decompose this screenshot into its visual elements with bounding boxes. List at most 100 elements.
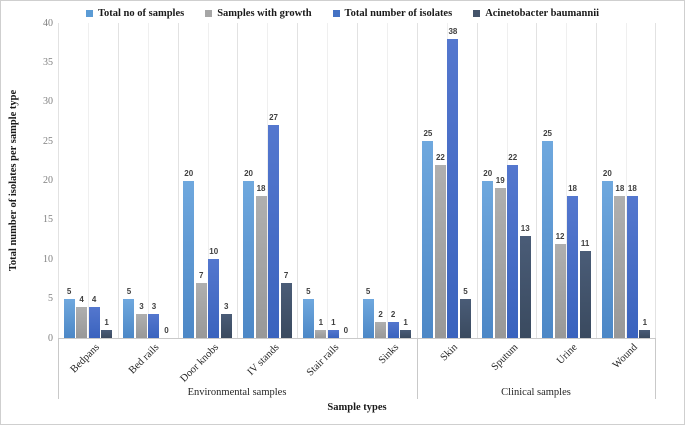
value-label: 18 xyxy=(627,184,637,194)
y-tick-label: 10 xyxy=(43,253,53,265)
gridline xyxy=(147,23,149,338)
category-label: Bedpans xyxy=(68,342,102,376)
gridline xyxy=(297,23,299,338)
category-label: IV stands xyxy=(245,342,282,378)
bar xyxy=(579,251,591,338)
bar xyxy=(76,306,88,338)
bar xyxy=(387,322,399,338)
value-label: 0 xyxy=(164,326,169,335)
bar xyxy=(459,298,471,338)
y-tick-label: 20 xyxy=(43,175,53,186)
value-label: 3 xyxy=(151,302,157,312)
value-label: 1 xyxy=(642,318,648,328)
value-label: 2 xyxy=(390,310,396,320)
group-divider-line xyxy=(58,338,59,399)
gridline xyxy=(357,23,358,338)
value-label: 5 xyxy=(463,286,468,296)
bar xyxy=(519,235,531,338)
gridline xyxy=(536,23,538,338)
y-tick-label: 40 xyxy=(43,17,53,29)
value-label: 18 xyxy=(615,184,625,194)
category-label: Door knobs xyxy=(178,342,222,385)
bar xyxy=(148,314,160,338)
bar xyxy=(255,196,267,338)
group-divider-line xyxy=(416,338,418,399)
gridline xyxy=(446,23,448,338)
value-label: 19 xyxy=(495,176,505,186)
bar xyxy=(268,125,280,338)
bar xyxy=(542,141,554,338)
value-label: 10 xyxy=(209,247,219,257)
gridline xyxy=(207,23,209,338)
y-tick-label: 0 xyxy=(48,332,53,344)
value-label: 0 xyxy=(343,326,349,335)
bar xyxy=(422,141,434,338)
value-label: 7 xyxy=(283,270,289,280)
bar xyxy=(400,330,412,338)
value-label: 1 xyxy=(104,318,109,328)
legend: Total no of samples Samples with growth To… xyxy=(1,8,684,19)
bar xyxy=(220,314,232,338)
value-label: 25 xyxy=(423,129,433,139)
value-label: 22 xyxy=(435,152,445,162)
value-label: 3 xyxy=(139,302,144,312)
value-label: 1 xyxy=(318,318,324,328)
bar xyxy=(243,180,255,338)
bar xyxy=(195,282,207,338)
bar xyxy=(482,180,494,338)
legend-item: Acinetobacter baumannii xyxy=(473,8,599,19)
legend-item: Total number of isolates xyxy=(332,8,452,19)
bar xyxy=(567,196,579,338)
value-label: 7 xyxy=(199,270,204,280)
gridline xyxy=(177,23,179,338)
gridline xyxy=(626,23,628,338)
bar xyxy=(507,164,519,338)
group-label-clinical: Clinical samples xyxy=(501,387,571,398)
legend-marker-icon xyxy=(85,10,93,17)
value-label: 2 xyxy=(378,310,383,320)
value-label: 20 xyxy=(483,168,493,178)
value-label: 13 xyxy=(520,223,530,233)
category-label: Wound xyxy=(610,342,640,372)
gridline xyxy=(506,23,508,338)
legend-item: Samples with growth xyxy=(205,8,312,19)
value-label: 5 xyxy=(66,286,72,296)
value-label: 4 xyxy=(91,294,97,304)
x-axis-title: Sample types xyxy=(327,402,387,413)
category-label: Bed rails xyxy=(127,342,162,377)
value-label: 4 xyxy=(79,294,84,304)
y-tick-label: 30 xyxy=(43,96,53,108)
value-label: 18 xyxy=(256,184,266,194)
bar xyxy=(280,282,292,338)
plot-area: 5 4 4 1 5 3 3 0 20 7 10 3 20 18 27 7 5 1 1 0 5 2 2 1 25 22 38 5 20 19… xyxy=(58,23,656,339)
value-label: 20 xyxy=(244,168,253,178)
bar xyxy=(375,322,387,338)
bar xyxy=(315,330,327,338)
category-label: Skin xyxy=(439,342,461,364)
gridline xyxy=(416,23,418,338)
value-label: 5 xyxy=(306,286,311,296)
bar xyxy=(327,330,339,338)
y-tick-label: 25 xyxy=(43,135,53,147)
gridline xyxy=(87,23,89,338)
value-label: 5 xyxy=(365,286,371,296)
bar xyxy=(183,180,195,338)
value-label: 20 xyxy=(184,168,194,178)
bar xyxy=(135,314,147,338)
bar xyxy=(101,330,113,338)
bar xyxy=(554,243,566,338)
gridline xyxy=(566,23,568,338)
category-label: Sinks xyxy=(376,342,401,367)
y-tick-label: 35 xyxy=(43,56,53,68)
category-label: Urine xyxy=(555,342,581,367)
bar xyxy=(614,196,626,338)
legend-label: Acinetobacter baumannii xyxy=(485,8,600,19)
gridline xyxy=(327,23,329,338)
gridline xyxy=(237,23,239,338)
gridline xyxy=(267,23,269,338)
bar xyxy=(434,164,446,338)
bar xyxy=(123,298,135,338)
group-divider-line xyxy=(655,338,656,399)
value-label: 25 xyxy=(543,129,552,139)
